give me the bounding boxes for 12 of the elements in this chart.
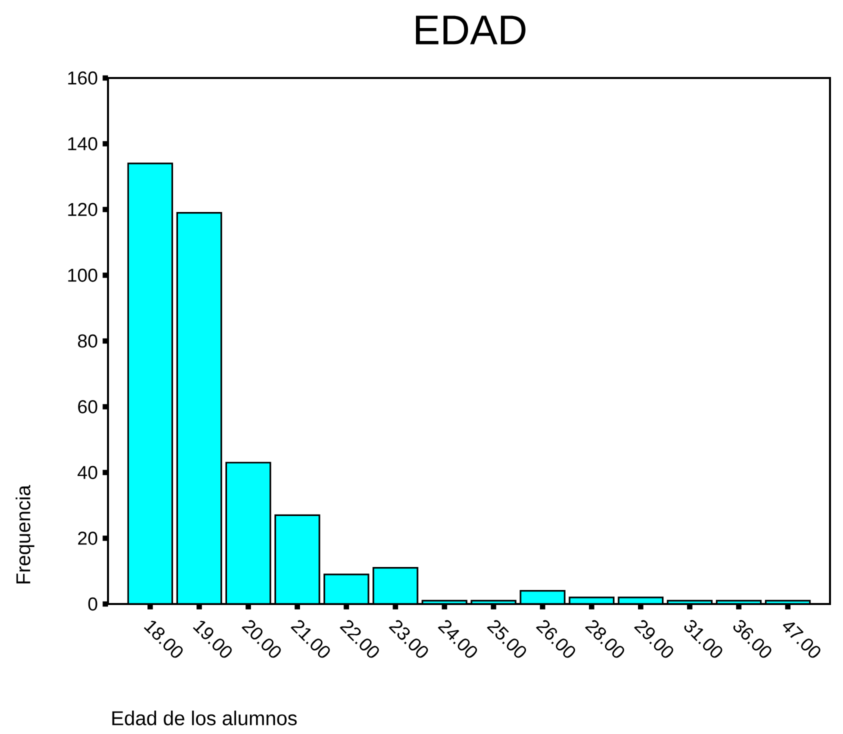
y-tick-label: 0: [88, 597, 98, 611]
y-tick-label: 40: [78, 466, 98, 480]
y-axis-title: Frequencia: [16, 484, 34, 584]
chart-title: EDAD: [416, 16, 526, 44]
y-tick-label: 100: [68, 268, 98, 282]
y-tick-label: 20: [78, 532, 98, 545]
y-tick-label: 140: [68, 137, 98, 150]
y-tick-label: 80: [78, 334, 98, 348]
y-tick-label: 160: [68, 71, 98, 85]
y-tick-label: 60: [78, 400, 98, 414]
y-tick-label: 120: [68, 202, 98, 216]
x-axis-title: Edad de los alumnos: [112, 710, 297, 726]
